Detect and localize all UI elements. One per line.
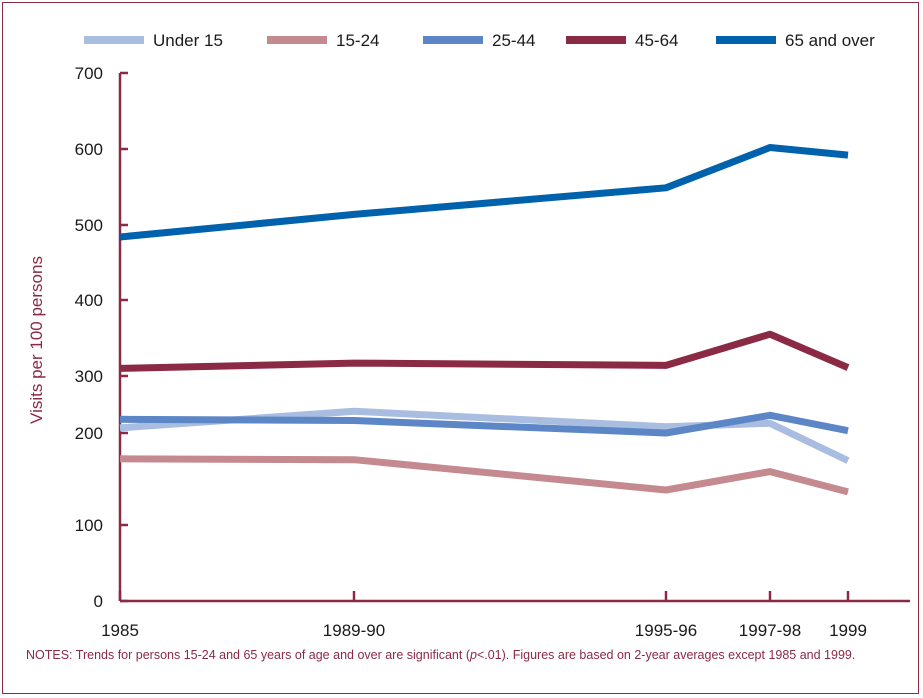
y-tick-label: 300 xyxy=(75,367,103,386)
axes: 0 100 200 300 400 500 600 700 1985 1989-90 1995-96… xyxy=(75,64,910,640)
legend-label-65-and-over: 65 and over xyxy=(785,31,875,50)
x-tick-label: 1995-96 xyxy=(635,621,697,640)
legend-label-15-24: 15-24 xyxy=(336,31,379,50)
y-tick-label: 400 xyxy=(75,291,103,310)
chart-notes: NOTES: Trends for persons 15-24 and 65 y… xyxy=(26,647,886,664)
y-axis-label: Visits per 100 persons xyxy=(27,256,46,424)
series-line-15-24 xyxy=(119,455,849,496)
notes-prefix: NOTES: Trends for persons 15-24 and 65 y… xyxy=(26,648,470,662)
y-tick-label: 100 xyxy=(75,516,103,535)
legend-label-45-64: 45-64 xyxy=(635,31,678,50)
y-tick-label: 600 xyxy=(75,140,103,159)
y-tick-label: 500 xyxy=(75,216,103,235)
x-tick-label: 1985 xyxy=(101,621,139,640)
y-tick-label: 0 xyxy=(94,592,103,611)
y-tick-label: 700 xyxy=(75,64,103,83)
legend-label-25-44: 25-44 xyxy=(492,31,535,50)
legend: Under 15 15-24 25-44 45-64 65 and over xyxy=(84,31,875,50)
legend-label-under-15: Under 15 xyxy=(153,31,223,50)
notes-suffix: <.01). Figures are based on 2-year avera… xyxy=(476,648,856,662)
x-tick-label: 1999 xyxy=(829,621,867,640)
series-lines xyxy=(119,144,850,496)
notes-p-italic: p xyxy=(470,648,477,662)
x-tick-label: 1997-98 xyxy=(739,621,801,640)
y-tick-label: 200 xyxy=(75,424,103,443)
series-line-25-44 xyxy=(119,411,849,437)
series-line-65-and-over xyxy=(119,144,849,241)
series-line-45-64 xyxy=(119,330,850,372)
x-tick-label: 1989-90 xyxy=(323,621,385,640)
y-axis-label-group: Visits per 100 persons xyxy=(27,256,46,424)
